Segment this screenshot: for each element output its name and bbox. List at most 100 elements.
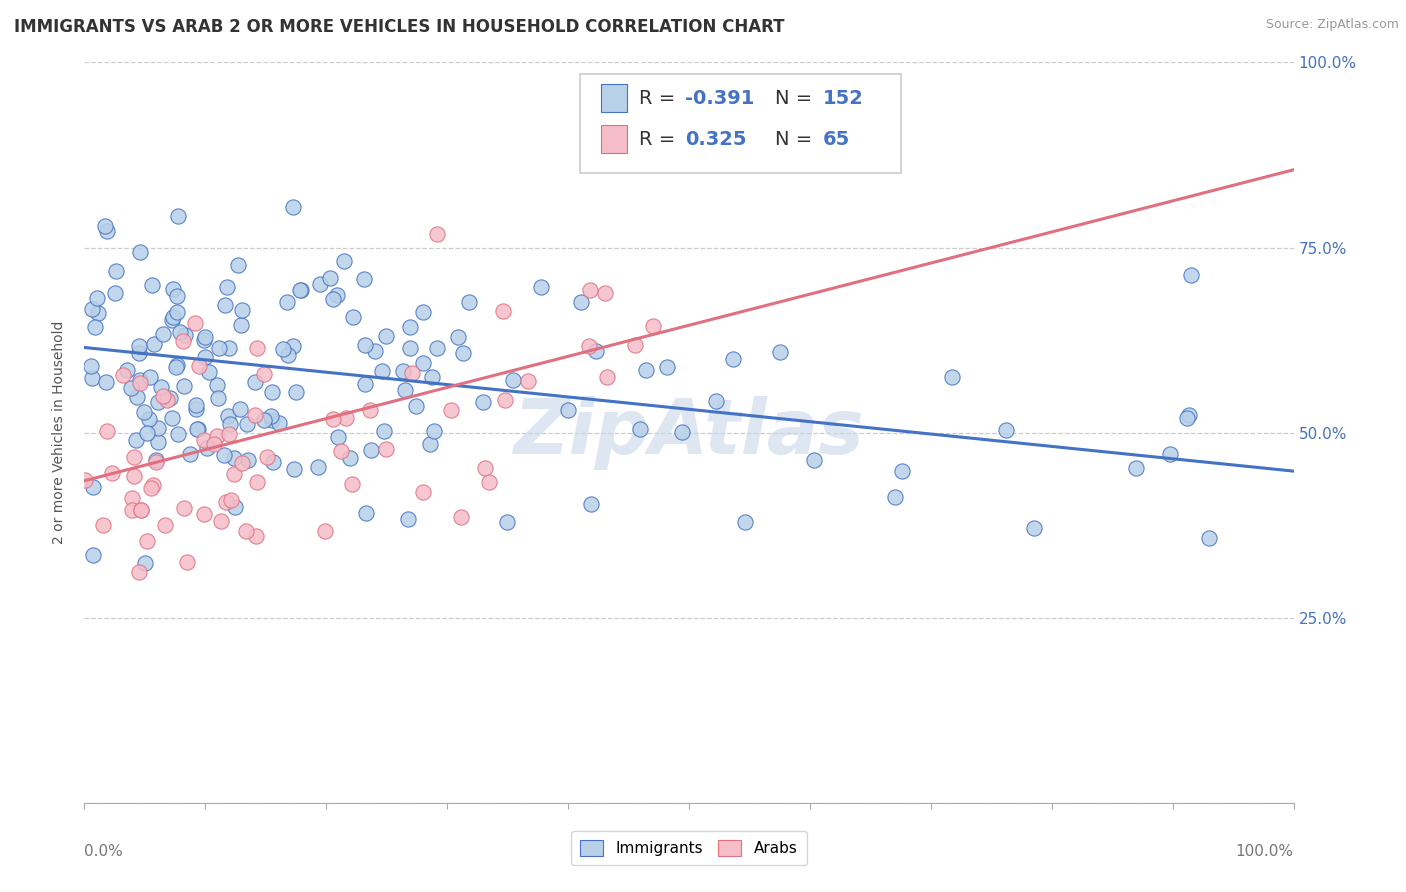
Point: [166, 305, 188, 319]
Point: [426, 227, 449, 241]
Point: [593, 285, 616, 300]
Point: [132, 404, 155, 418]
Point: [478, 475, 501, 489]
Point: [79, 359, 101, 373]
Point: [579, 283, 602, 297]
Point: [127, 390, 149, 404]
Point: [769, 344, 792, 359]
Point: [326, 430, 349, 444]
Point: [217, 409, 239, 423]
Point: [330, 444, 353, 458]
Point: [447, 330, 470, 344]
Point: [94, 219, 117, 233]
Point: [80, 301, 103, 316]
Point: [166, 289, 188, 303]
Point: [363, 344, 385, 359]
Point: [426, 341, 449, 355]
Point: [218, 341, 240, 355]
Point: [143, 336, 166, 351]
Point: [86, 291, 108, 305]
Point: [569, 295, 592, 310]
Point: [704, 394, 727, 409]
Point: [502, 373, 524, 387]
Point: [187, 422, 209, 436]
Point: [284, 385, 307, 400]
Point: [141, 481, 163, 495]
Point: [314, 524, 336, 538]
Point: [172, 334, 194, 349]
Point: [492, 303, 515, 318]
Point: [803, 452, 825, 467]
Point: [1175, 411, 1198, 425]
Point: [205, 378, 228, 392]
Point: [1198, 532, 1220, 546]
Point: [354, 506, 377, 520]
Point: [87, 306, 110, 320]
Point: [117, 363, 139, 377]
Point: [228, 258, 250, 272]
Point: [212, 448, 235, 462]
Point: [734, 515, 756, 529]
Legend: Immigrants, Arabs: Immigrants, Arabs: [571, 831, 807, 865]
Point: [288, 283, 311, 297]
Point: [394, 383, 416, 397]
Point: [121, 503, 143, 517]
Point: [193, 508, 215, 522]
Point: [1180, 268, 1202, 282]
Point: [283, 200, 305, 214]
Point: [1125, 461, 1147, 475]
Point: [308, 277, 330, 291]
Point: [371, 364, 394, 378]
Point: [405, 399, 427, 413]
Point: [100, 466, 122, 480]
Point: [152, 389, 174, 403]
Point: [262, 413, 284, 427]
Point: [198, 365, 221, 379]
Point: [579, 497, 602, 511]
Point: [104, 285, 127, 300]
Point: [83, 319, 105, 334]
Text: 0.325: 0.325: [685, 129, 747, 149]
Point: [628, 422, 651, 436]
Point: [82, 371, 104, 385]
Point: [218, 417, 240, 431]
Point: [721, 351, 744, 366]
Point: [214, 298, 236, 312]
Text: 65: 65: [823, 129, 851, 149]
Point: [120, 381, 142, 395]
Point: [353, 377, 375, 392]
Point: [260, 409, 283, 423]
Point: [128, 373, 150, 387]
Point: [162, 411, 184, 425]
Point: [148, 395, 170, 409]
Point: [236, 417, 259, 431]
Point: [235, 524, 257, 539]
Point: [260, 385, 283, 400]
Point: [149, 380, 172, 394]
Point: [471, 394, 494, 409]
Point: [193, 350, 215, 364]
Point: [578, 339, 600, 353]
Point: [496, 516, 519, 530]
Point: [307, 460, 329, 475]
Point: [146, 435, 169, 450]
Point: [273, 342, 295, 356]
Point: [1159, 447, 1181, 461]
Point: [136, 534, 159, 549]
Point: [195, 441, 218, 455]
FancyBboxPatch shape: [600, 84, 627, 112]
Point: [166, 427, 188, 442]
Point: [179, 446, 201, 460]
Point: [128, 345, 150, 359]
Point: [145, 453, 167, 467]
Point: [398, 320, 420, 334]
Point: [322, 292, 344, 306]
Point: [128, 565, 150, 579]
Point: [252, 368, 274, 382]
Point: [82, 480, 104, 494]
Point: [184, 402, 207, 417]
Point: [125, 433, 148, 447]
Point: [636, 363, 658, 377]
Point: [246, 475, 269, 489]
Text: N =: N =: [775, 89, 818, 108]
